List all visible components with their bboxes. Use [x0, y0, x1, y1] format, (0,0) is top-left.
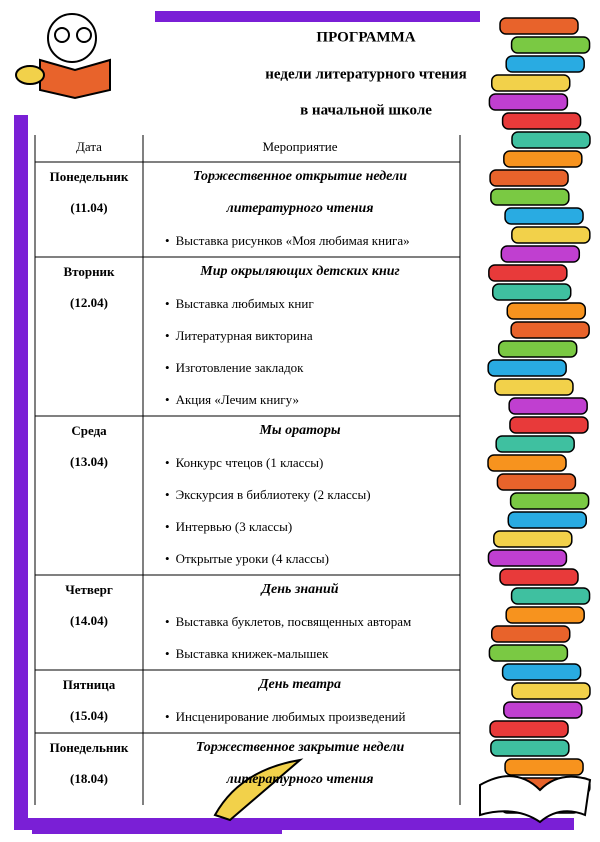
- book: [511, 131, 591, 149]
- book: [509, 416, 589, 434]
- book: [495, 435, 575, 453]
- book: [508, 397, 588, 415]
- book-stack: [487, 17, 591, 814]
- date: (11.04): [70, 200, 108, 215]
- book: [487, 359, 567, 377]
- book: [507, 511, 587, 529]
- book: [503, 150, 583, 168]
- activity: Выставка любимых книг: [165, 296, 314, 312]
- date: (14.04): [70, 613, 108, 628]
- theme: День знаний: [261, 582, 339, 597]
- book: [488, 644, 569, 662]
- book: [490, 74, 571, 92]
- book: [505, 55, 585, 73]
- day: Понедельник: [49, 740, 129, 755]
- book: [493, 530, 573, 548]
- book: [494, 378, 574, 396]
- book: [509, 492, 590, 510]
- book: [503, 701, 583, 719]
- top-bar: [155, 11, 480, 22]
- day: Вторник: [63, 264, 115, 279]
- bottom-bar: [14, 818, 574, 830]
- activity: Выставка рисунков «Моя любимая книга»: [165, 233, 410, 249]
- book: [500, 245, 581, 263]
- day: Четверг: [65, 582, 113, 597]
- title-line: недели литературного чтения: [265, 66, 467, 83]
- date: (15.04): [70, 708, 108, 723]
- activity: Изготовление закладок: [165, 360, 304, 376]
- book: [510, 36, 591, 54]
- book: [488, 264, 568, 282]
- theme: Торжественное открытие недели: [192, 169, 408, 184]
- header-cell: Дата: [76, 139, 102, 154]
- book: [489, 169, 569, 187]
- book: [505, 606, 585, 624]
- book: [506, 302, 587, 320]
- activity: Конкурс чтецов (1 классы): [165, 455, 324, 471]
- activity: Литературная викторина: [165, 328, 313, 344]
- activity: Экскурсия в библиотеку (2 классы): [165, 487, 371, 503]
- activity: Выставка буклетов, посвященных авторам: [165, 614, 412, 630]
- theme: литературного чтения: [226, 772, 374, 787]
- book: [496, 473, 577, 491]
- book: [488, 93, 569, 111]
- date: (13.04): [70, 454, 108, 469]
- book: [490, 188, 570, 206]
- title-line: ПРОГРАММА: [316, 29, 416, 46]
- theme: литературного чтения: [226, 201, 374, 216]
- day: Пятница: [62, 677, 116, 692]
- theme: Мир окрыляющих детских книг: [200, 264, 400, 279]
- book: [499, 568, 579, 586]
- theme: Мы ораторы: [259, 423, 341, 438]
- date: (18.04): [70, 771, 108, 786]
- book: [489, 720, 569, 738]
- book: [487, 549, 568, 567]
- theme: День театра: [258, 677, 342, 692]
- book: [490, 739, 570, 757]
- left-bar: [14, 115, 28, 830]
- activity: Выставка книжек-малышек: [165, 646, 329, 662]
- book: [490, 625, 571, 643]
- title-line: в начальной школе: [300, 102, 432, 119]
- book: [511, 226, 591, 244]
- activity: Акция «Лечим книгу»: [165, 392, 299, 408]
- theme: Торжественное закрытие недели: [195, 740, 405, 755]
- book: [510, 321, 590, 339]
- activity: Интервью (3 классы): [165, 519, 293, 535]
- book: [499, 17, 579, 35]
- day: Среда: [71, 423, 107, 438]
- book: [491, 283, 572, 301]
- reader-icon: [15, 13, 111, 100]
- book: [487, 454, 567, 472]
- book: [501, 663, 582, 681]
- book: [510, 587, 591, 605]
- book: [504, 207, 584, 225]
- book: [504, 758, 584, 776]
- bottom-shadow: [32, 830, 282, 834]
- book: [501, 112, 582, 130]
- day: Понедельник: [49, 169, 129, 184]
- book: [497, 340, 578, 358]
- date: (12.04): [70, 295, 108, 310]
- header-cell: Мероприятие: [262, 139, 338, 154]
- activity: Инсценирование любимых произведений: [165, 709, 406, 725]
- feather-icon: [213, 758, 304, 822]
- activity: Открытые уроки (4 классы): [165, 551, 329, 567]
- book: [511, 682, 591, 700]
- open-book: [479, 775, 592, 824]
